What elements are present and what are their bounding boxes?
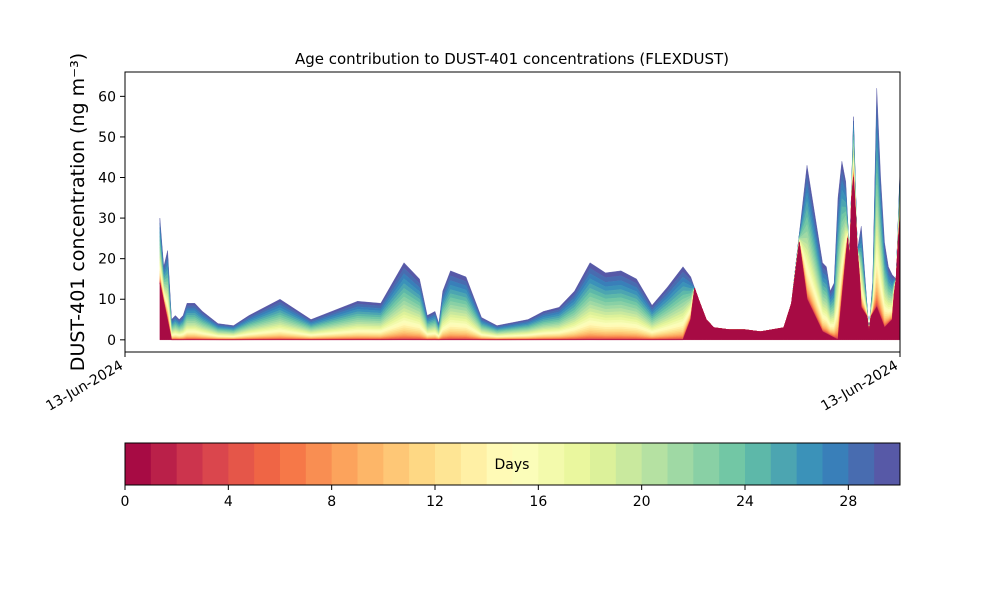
colorbar-swatch	[745, 443, 772, 485]
colorbar-swatch	[435, 443, 462, 485]
colorbar-swatch	[770, 443, 798, 485]
colorbar-swatch	[202, 443, 229, 485]
colorbar-tick-label: 12	[426, 494, 444, 510]
colorbar-swatch	[822, 443, 849, 485]
colorbar-swatch	[796, 443, 823, 485]
y-axis: 0 10 20 30 40 50 60	[98, 89, 125, 349]
age-band-area	[159, 119, 900, 332]
colorbar-swatch	[125, 443, 152, 485]
age-band-area	[159, 129, 900, 332]
colorbar-tick-label: 16	[529, 494, 547, 510]
y-tick-label: 60	[98, 89, 116, 105]
colorbar-tick-label: 24	[736, 494, 754, 510]
y-tick-label: 10	[98, 292, 116, 308]
colorbar-swatch	[641, 443, 668, 485]
colorbar-swatches	[125, 443, 901, 485]
age-band-area	[159, 88, 900, 332]
colorbar-swatch	[874, 443, 901, 485]
colorbar-tick-label: 20	[633, 494, 651, 510]
x-tick-label-end: 13-Jun-2024	[818, 358, 901, 415]
colorbar-swatch	[254, 443, 281, 485]
age-band-area	[159, 140, 900, 333]
colorbar-tick-label: 8	[327, 494, 336, 510]
colorbar-swatch	[667, 443, 694, 485]
colorbar-swatch	[305, 443, 333, 485]
age-band-area	[159, 103, 900, 332]
colorbar-swatch	[176, 443, 203, 485]
colorbar-swatch	[357, 443, 384, 485]
x-axis: 13-Jun-2024 13-Jun-2024	[43, 352, 901, 415]
colorbar-tick-label: 28	[839, 494, 857, 510]
colorbar-swatch	[538, 443, 565, 485]
colorbar-tick-label: 4	[224, 494, 233, 510]
colorbar-swatch	[228, 443, 255, 485]
age-band-area	[159, 177, 900, 341]
colorbar-swatch	[280, 443, 307, 485]
colorbar: Days 0 4 8 12 16 20 24 28	[121, 442, 901, 510]
y-tick-label: 20	[98, 252, 116, 268]
plot-frame	[124, 71, 901, 353]
colorbar-swatch	[693, 443, 720, 485]
chart-title: Age contribution to DUST-401 concentrati…	[295, 50, 729, 68]
colorbar-swatch	[590, 443, 617, 485]
colorbar-swatch	[848, 443, 875, 485]
colorbar-swatch	[719, 443, 746, 485]
colorbar-tick-label: 0	[121, 494, 130, 510]
y-axis-label: DUST-401 concentration (ng m⁻³)	[67, 53, 89, 371]
colorbar-swatch	[331, 443, 358, 485]
colorbar-swatch	[564, 443, 591, 485]
colorbar-swatch	[615, 443, 643, 485]
y-tick-label: 50	[98, 130, 116, 146]
colorbar-swatch	[486, 443, 513, 485]
colorbar-ticks: 0 4 8 12 16 20 24 28	[121, 485, 857, 510]
y-tick-label: 40	[98, 171, 116, 187]
colorbar-swatch	[512, 443, 539, 485]
colorbar-swatch	[460, 443, 488, 485]
colorbar-swatch	[383, 443, 410, 485]
colorbar-frame	[124, 442, 901, 486]
colorbar-label: Days	[495, 457, 530, 473]
colorbar-swatch	[409, 443, 436, 485]
y-tick-label: 0	[107, 333, 116, 349]
colorbar-swatch	[150, 443, 178, 485]
age-band-area	[159, 133, 900, 332]
y-tick-label: 30	[98, 211, 116, 227]
age-stacked-areas	[159, 88, 900, 341]
age-band-area	[159, 136, 900, 332]
